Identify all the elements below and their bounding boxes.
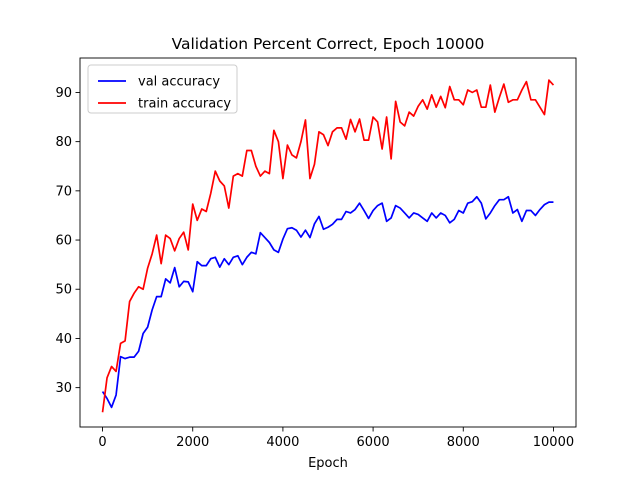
y-tick-label: 90 (55, 86, 72, 101)
y-tick-label: 30 (55, 381, 72, 396)
y-tick-label: 80 (55, 135, 72, 150)
x-tick-label: 0 (98, 435, 106, 450)
x-tick-label: 10000 (533, 435, 574, 450)
x-tick-label: 4000 (266, 435, 299, 450)
legend-box (87, 64, 238, 114)
y-tick-label: 70 (55, 184, 72, 199)
legend-entry-label: val accuracy (138, 75, 220, 90)
y-tick-label: 50 (55, 283, 72, 298)
y-tick-label: 60 (55, 234, 72, 249)
series-line-val-accuracy (101, 195, 554, 409)
x-tick-label: 6000 (357, 435, 390, 450)
axes-frame (79, 57, 577, 428)
x-axis-label: Epoch (308, 456, 348, 471)
x-tick-label: 8000 (447, 435, 480, 450)
chart-title: Validation Percent Correct, Epoch 10000 (172, 35, 485, 53)
series-line-train-accuracy (101, 79, 555, 413)
legend-entry-label: train accuracy (138, 97, 231, 112)
plot-area: 0 2000 4000 6000 8000 10000 30 40 50 60 70 80 90 val … (55, 57, 577, 450)
x-tick-label: 2000 (176, 435, 209, 450)
y-tick-label: 40 (55, 332, 72, 347)
